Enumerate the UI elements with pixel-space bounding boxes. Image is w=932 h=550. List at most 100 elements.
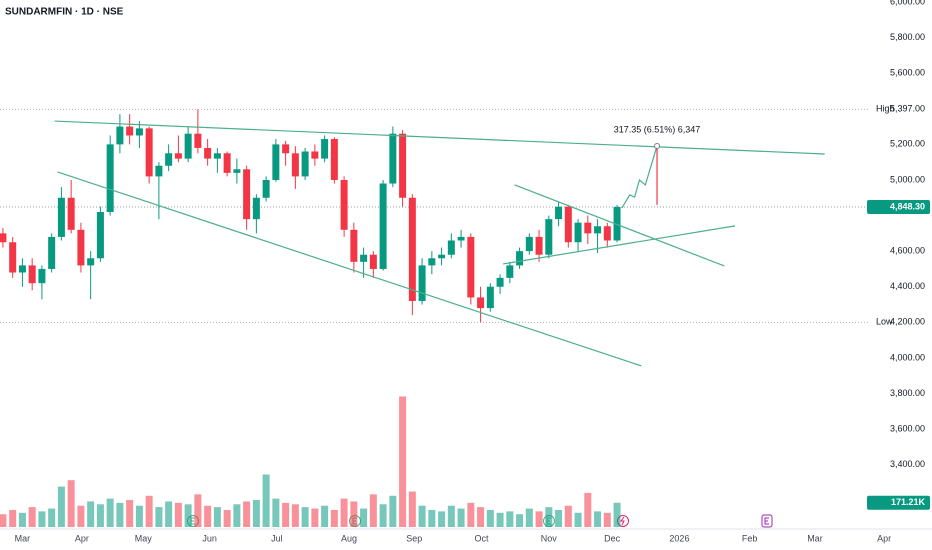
event-glyph: [620, 516, 625, 526]
candle-body: [603, 226, 611, 241]
candle-body: [360, 254, 368, 262]
volume-bar: [67, 480, 75, 527]
volume-bar: [330, 509, 338, 527]
x-tick-label: Dec: [604, 533, 621, 543]
volume-bar: [282, 502, 290, 527]
y-tick-label: 3,400.00: [890, 459, 925, 469]
candle-body: [467, 236, 475, 298]
volume-bar: [486, 509, 494, 527]
volume-bar: [457, 508, 465, 527]
y-tick-label: 3,800.00: [890, 388, 925, 398]
candle-body: [408, 197, 416, 301]
candle-body: [116, 126, 124, 145]
y-tick-label: 5,000.00: [890, 174, 925, 184]
candle-body: [350, 229, 358, 262]
candle-body: [135, 128, 143, 136]
volume-bar: [594, 511, 602, 527]
volume-bar: [145, 495, 153, 527]
volume-bar: [525, 508, 533, 527]
volume-bar: [106, 498, 114, 527]
volume-bar: [155, 507, 163, 527]
x-tick-label: 2026: [669, 533, 689, 543]
candle-body: [262, 179, 270, 198]
volume-bar: [379, 504, 387, 527]
volume-bar: [223, 509, 231, 527]
volume-bar: [291, 504, 299, 527]
candle-body: [418, 265, 426, 301]
volume-bar: [584, 492, 592, 527]
candle-body: [506, 265, 514, 278]
y-tick-label: 5,600.00: [890, 68, 925, 78]
volume-bar: [135, 505, 143, 527]
earnings-glyph: [764, 517, 769, 525]
volume-bar: [0, 514, 7, 527]
candle-body: [535, 236, 543, 255]
x-tick-label: Nov: [541, 533, 558, 543]
level-name: High: [876, 104, 895, 114]
volume-bar: [57, 486, 65, 527]
candle-body: [311, 151, 319, 159]
candle-body: [145, 128, 153, 177]
measure-point: [654, 142, 661, 149]
volume-bar: [184, 504, 192, 527]
candle-body: [525, 236, 533, 252]
candle-body: [330, 139, 338, 180]
candle-body: [223, 153, 231, 173]
candle-body: [486, 286, 494, 309]
volume-bar: [516, 514, 524, 527]
candle-body: [321, 139, 329, 159]
volume-bar: [194, 494, 202, 527]
volume-bar: [233, 504, 241, 527]
candle-body: [194, 133, 202, 148]
candle-body: [389, 133, 397, 184]
chart-title: SUNDARMFIN · 1D · NSE: [5, 7, 124, 18]
volume-bar: [165, 501, 173, 527]
volume-bar: [213, 507, 221, 527]
candle-body: [594, 226, 602, 234]
candle-body: [272, 144, 280, 180]
level-label: 4,200.00: [890, 317, 925, 327]
candle-body: [165, 153, 173, 166]
candle-body: [564, 206, 572, 243]
volume-bar: [418, 505, 426, 527]
y-tick-label: 3,600.00: [890, 423, 925, 433]
volume-bar: [555, 509, 563, 527]
candle-body: [204, 147, 212, 159]
volume-bar: [408, 491, 416, 527]
trendline: [54, 120, 825, 155]
volume-bar: [477, 507, 485, 527]
volume-bar: [28, 507, 36, 527]
candle-body: [379, 183, 387, 269]
volume-bar: [350, 501, 358, 527]
volume-bar: [77, 505, 85, 527]
volume-bar: [262, 474, 270, 527]
volume-bar: [116, 502, 124, 527]
candle-body: [340, 179, 348, 230]
x-tick-label: Apr: [75, 533, 89, 543]
candle-body: [67, 197, 75, 230]
trendline: [514, 184, 725, 267]
candle-body: [555, 206, 563, 220]
y-tick-label: 6,000.00: [890, 0, 925, 6]
candle-body: [545, 219, 553, 255]
volume-bar: [447, 505, 455, 527]
last-price-badge: [867, 199, 930, 214]
volume-bar: [467, 502, 475, 527]
candle-body: [399, 133, 407, 198]
volume-bar: [399, 396, 407, 527]
candle-body: [438, 254, 446, 259]
trendline: [502, 225, 736, 265]
x-tick-label: May: [135, 533, 153, 543]
x-tick-label: Jul: [271, 533, 283, 543]
candle-body: [28, 265, 36, 284]
y-tick-label: 4,000.00: [890, 352, 925, 362]
candle-body: [477, 297, 485, 309]
volume-bar: [126, 500, 134, 527]
candle-body: [516, 251, 524, 266]
volume-bar: [428, 509, 436, 527]
x-tick-label: Oct: [475, 533, 490, 543]
volume-bar: [311, 508, 319, 527]
y-tick-label: 5,800.00: [890, 32, 925, 42]
candle-body: [184, 133, 192, 159]
